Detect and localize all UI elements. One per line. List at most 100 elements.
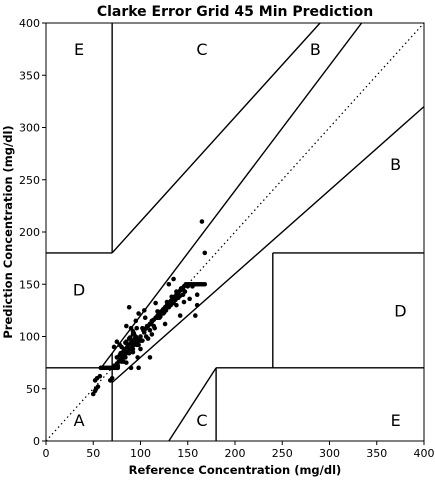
data-point <box>138 334 143 339</box>
data-point <box>130 328 136 334</box>
data-point <box>138 346 143 352</box>
identity-line <box>46 23 424 441</box>
data-point <box>140 325 145 331</box>
x-tick-label: 250 <box>272 447 293 460</box>
y-tick-label: 0 <box>33 435 40 448</box>
data-point <box>194 302 200 308</box>
y-axis-label: Prediction Concentration (mg/dl) <box>1 125 15 338</box>
data-point <box>171 276 176 282</box>
data-point <box>155 309 160 314</box>
y-tick-label: 300 <box>19 122 40 135</box>
data-point <box>136 311 141 316</box>
x-axis-label: Reference Concentration (mg/dl) <box>129 463 342 477</box>
data-point <box>173 297 178 303</box>
data-point <box>199 219 205 224</box>
x-tick-label: 400 <box>414 447 435 460</box>
data-point <box>124 360 129 365</box>
y-tick-label: 100 <box>19 331 40 344</box>
x-tick-label: 100 <box>130 447 151 460</box>
y-tick-label: 350 <box>19 69 40 82</box>
chart-title: Clarke Error Grid 45 Min Prediction <box>97 4 373 20</box>
zone-label-c: C <box>196 411 207 430</box>
data-point <box>140 338 145 343</box>
data-point <box>152 325 157 331</box>
data-point <box>130 349 136 355</box>
y-tick-label: 150 <box>19 278 40 291</box>
data-point <box>163 308 169 313</box>
data-point <box>160 311 166 316</box>
data-point <box>187 296 192 302</box>
data-point <box>149 332 155 337</box>
x-tick-label: 150 <box>177 447 198 460</box>
zone-label-e: E <box>391 411 401 430</box>
data-point <box>164 299 170 305</box>
data-point <box>142 315 148 320</box>
data-point <box>136 342 141 348</box>
data-point <box>95 384 101 389</box>
zone-label-b: B <box>390 155 401 174</box>
zone-label-b: B <box>310 40 321 59</box>
data-point <box>157 315 162 320</box>
zone-label-d: D <box>394 301 406 320</box>
data-point <box>126 336 132 341</box>
data-point <box>145 336 151 341</box>
zone-label-c: C <box>196 40 207 59</box>
y-tick-label: 400 <box>19 17 40 30</box>
data-point <box>114 355 120 360</box>
data-point <box>153 300 158 306</box>
data-point <box>107 378 113 383</box>
data-point <box>134 336 140 341</box>
data-point <box>174 302 179 308</box>
data-point <box>111 344 117 350</box>
data-point <box>147 355 153 360</box>
data-point <box>149 318 155 324</box>
data-point <box>202 281 208 287</box>
zone-boundary-line <box>111 23 321 254</box>
x-tick-label: 300 <box>319 447 340 460</box>
data-point <box>202 250 208 256</box>
data-point <box>124 323 129 329</box>
data-point <box>193 313 198 318</box>
zone-boundary-line <box>111 106 424 384</box>
data-point <box>147 327 153 333</box>
data-point <box>169 294 174 300</box>
data-point <box>126 304 132 310</box>
data-point <box>134 325 140 331</box>
data-point <box>185 284 191 289</box>
x-tick-label: 0 <box>43 447 50 460</box>
data-point <box>128 365 134 371</box>
zone-boundary-line <box>168 367 217 441</box>
zone-label-a: A <box>74 411 85 430</box>
data-point <box>136 365 141 371</box>
zone-label-d: D <box>73 280 85 299</box>
y-tick-label: 50 <box>26 383 40 396</box>
data-point <box>126 350 132 356</box>
data-point <box>174 289 179 294</box>
data-point <box>180 287 186 292</box>
data-point <box>135 355 140 360</box>
data-point <box>115 363 121 369</box>
data-point <box>190 284 195 289</box>
data-point <box>118 350 123 356</box>
data-point <box>114 339 120 345</box>
zone-label-e: E <box>74 40 84 59</box>
y-tick-label: 200 <box>19 226 40 239</box>
data-point <box>168 302 174 308</box>
x-tick-label: 50 <box>86 447 100 460</box>
data-point <box>144 323 150 329</box>
data-point <box>166 281 172 287</box>
data-point <box>123 340 128 346</box>
data-point <box>123 355 128 360</box>
data-point <box>194 292 200 298</box>
data-point <box>177 313 183 318</box>
data-point <box>177 293 183 299</box>
data-point <box>141 308 147 313</box>
x-tick-label: 350 <box>366 447 387 460</box>
y-tick-label: 250 <box>19 174 40 187</box>
data-point <box>97 373 103 379</box>
data-point <box>181 299 187 305</box>
data-point <box>117 342 123 348</box>
data-point <box>133 318 139 324</box>
data-point <box>162 321 168 327</box>
